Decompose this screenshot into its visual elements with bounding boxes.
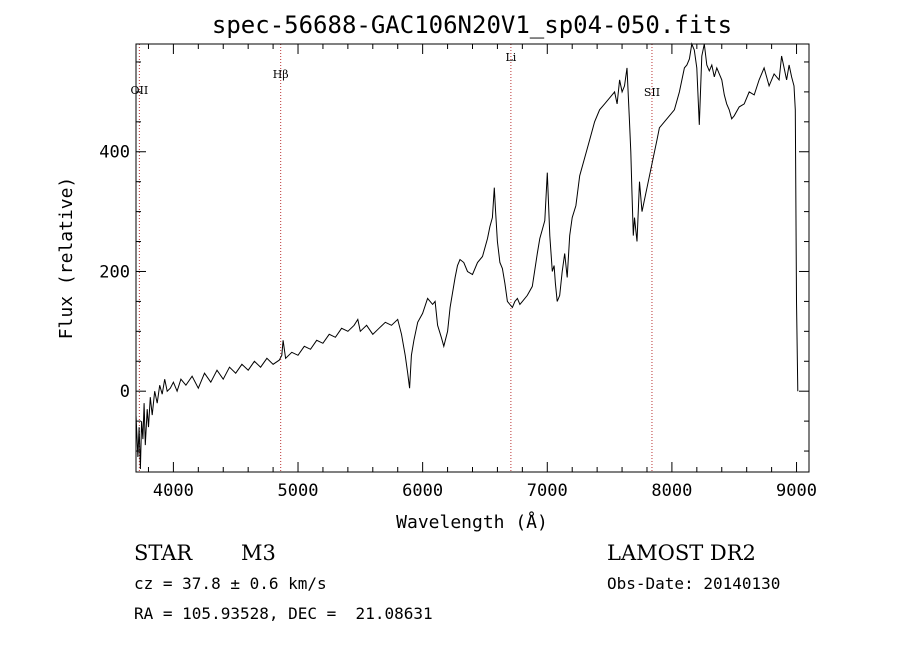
survey-name: LAMOST DR2 [607, 541, 756, 565]
x-tick-label: 4000 [153, 481, 194, 501]
line-markers: OII Hβ Li SII [131, 44, 660, 472]
y-tick-label: 400 [99, 143, 130, 163]
chart-title: spec-56688-GAC106N20V1_sp04-050.fits [212, 11, 732, 39]
x-axis-label: Wavelength (Å) [396, 511, 548, 533]
line-marker-label: OII [131, 84, 149, 97]
plot-frame [135, 43, 810, 473]
obs-date: Obs-Date: 20140130 [607, 574, 780, 593]
y-axis-label: Flux (relative) [56, 177, 77, 340]
x-tick-label: 6000 [402, 481, 443, 501]
line-marker-label: SII [644, 86, 660, 99]
x-tick-label: 7000 [527, 481, 568, 501]
axis-ticks: 4000 5000 6000 7000 8000 9000 0 200 400 [99, 44, 817, 501]
x-tick-label: 8000 [651, 481, 692, 501]
x-tick-label: 9000 [776, 481, 817, 501]
line-marker-label: Hβ [273, 68, 289, 81]
x-tick-label: 5000 [278, 481, 319, 501]
y-tick-label: 200 [99, 262, 130, 282]
object-class: STAR [134, 541, 193, 565]
y-tick-label: 0 [120, 382, 130, 402]
object-subclass: M3 [241, 541, 276, 565]
redshift-value: cz = 37.8 ± 0.6 km/s [134, 574, 327, 593]
spectrum-line [135, 42, 799, 470]
line-marker-label: Li [505, 51, 516, 64]
coordinates: RA = 105.93528, DEC = 21.08631 [134, 604, 433, 623]
